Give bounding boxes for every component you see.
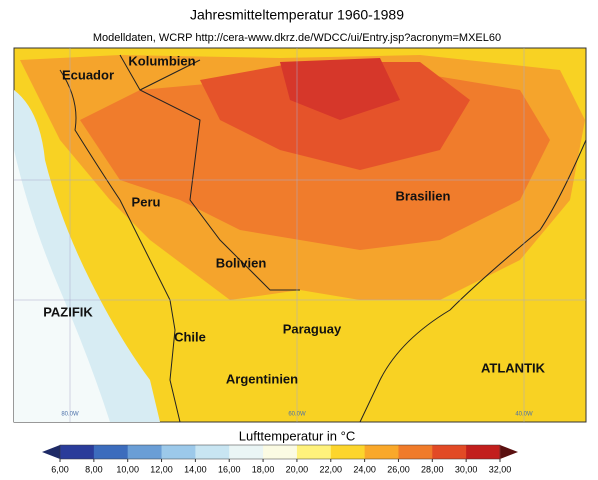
- title: Jahresmitteltemperatur 1960-1989: [190, 7, 404, 23]
- colorbar-segment: [161, 445, 196, 459]
- colorbar-tick-label: 28,00: [421, 464, 444, 474]
- colorbar-segment: [263, 445, 298, 459]
- ocean-coldest: [14, 150, 110, 422]
- colorbar-tick-label: 24,00: [353, 464, 376, 474]
- colorbar-segment: [466, 445, 501, 459]
- colorbar-tick-label: 30,00: [455, 464, 478, 474]
- grid-label: 60.0W: [288, 412, 306, 418]
- place-label: Kolumbien: [128, 53, 195, 68]
- map: 80.0W 60.0W 40.0W Ecuador Kolumbien Peru…: [13, 47, 587, 423]
- colorbar-frame: [59, 444, 501, 460]
- colorbar-tick-label: 22,00: [320, 464, 343, 474]
- place-label: Argentinien: [226, 371, 298, 386]
- colorbar-segment: [330, 445, 366, 459]
- colorbar-tick-label: 32,00: [489, 464, 512, 474]
- colorbar-tick-label: 12,00: [150, 464, 173, 474]
- colorbar-segment: [195, 445, 230, 459]
- place-label: Brasilien: [396, 188, 451, 203]
- place-label: PAZIFIK: [43, 304, 93, 319]
- subtitle: Modelldaten, WCRP http://cera-www.dkrz.d…: [93, 32, 501, 44]
- place-label: ATLANTIK: [481, 360, 546, 375]
- colorbar-segment: [432, 445, 467, 459]
- colorbar-title: Lufttemperatur in °C: [239, 428, 355, 443]
- colorbar-tick-label: 10,00: [116, 464, 139, 474]
- borders: [59, 54, 587, 423]
- colorbar-tick-label: 18,00: [252, 464, 275, 474]
- colorbar-arrow-left: [42, 445, 60, 459]
- place-label: Paraguay: [283, 321, 342, 336]
- place-label: Ecuador: [62, 67, 114, 82]
- colorbar-tick-label: 6,00: [51, 464, 69, 474]
- colorbar-tick-label: 16,00: [218, 464, 241, 474]
- place-label: Peru: [132, 194, 161, 209]
- grid-label: 80.0W: [61, 412, 79, 418]
- colorbar-segment: [93, 445, 129, 459]
- colorbar-tick-label: 8,00: [85, 464, 103, 474]
- colorbar-segment: [229, 445, 264, 459]
- place-label: Chile: [174, 329, 206, 344]
- colorbar-segment: [127, 445, 163, 459]
- colorbar-tick-label: 20,00: [286, 464, 309, 474]
- colorbar-segment: [60, 445, 95, 459]
- colorbar-segment: [398, 445, 433, 459]
- place-label: Bolivien: [216, 255, 267, 270]
- colorbar-segment: [364, 445, 399, 459]
- colorbar: 6,00 8,00 10,00 12,00 14,00 16,00 18,00 20,00 22…: [51, 444, 512, 474]
- colorbar-segment: [296, 445, 332, 459]
- graticule: [14, 48, 586, 422]
- colorbar-tick-label: 14,00: [184, 464, 207, 474]
- peak-region: [280, 58, 400, 120]
- colorbar-arrow-right: [500, 445, 518, 459]
- grid-label: 40.0W: [515, 412, 533, 418]
- colorbar-tick-label: 26,00: [387, 464, 410, 474]
